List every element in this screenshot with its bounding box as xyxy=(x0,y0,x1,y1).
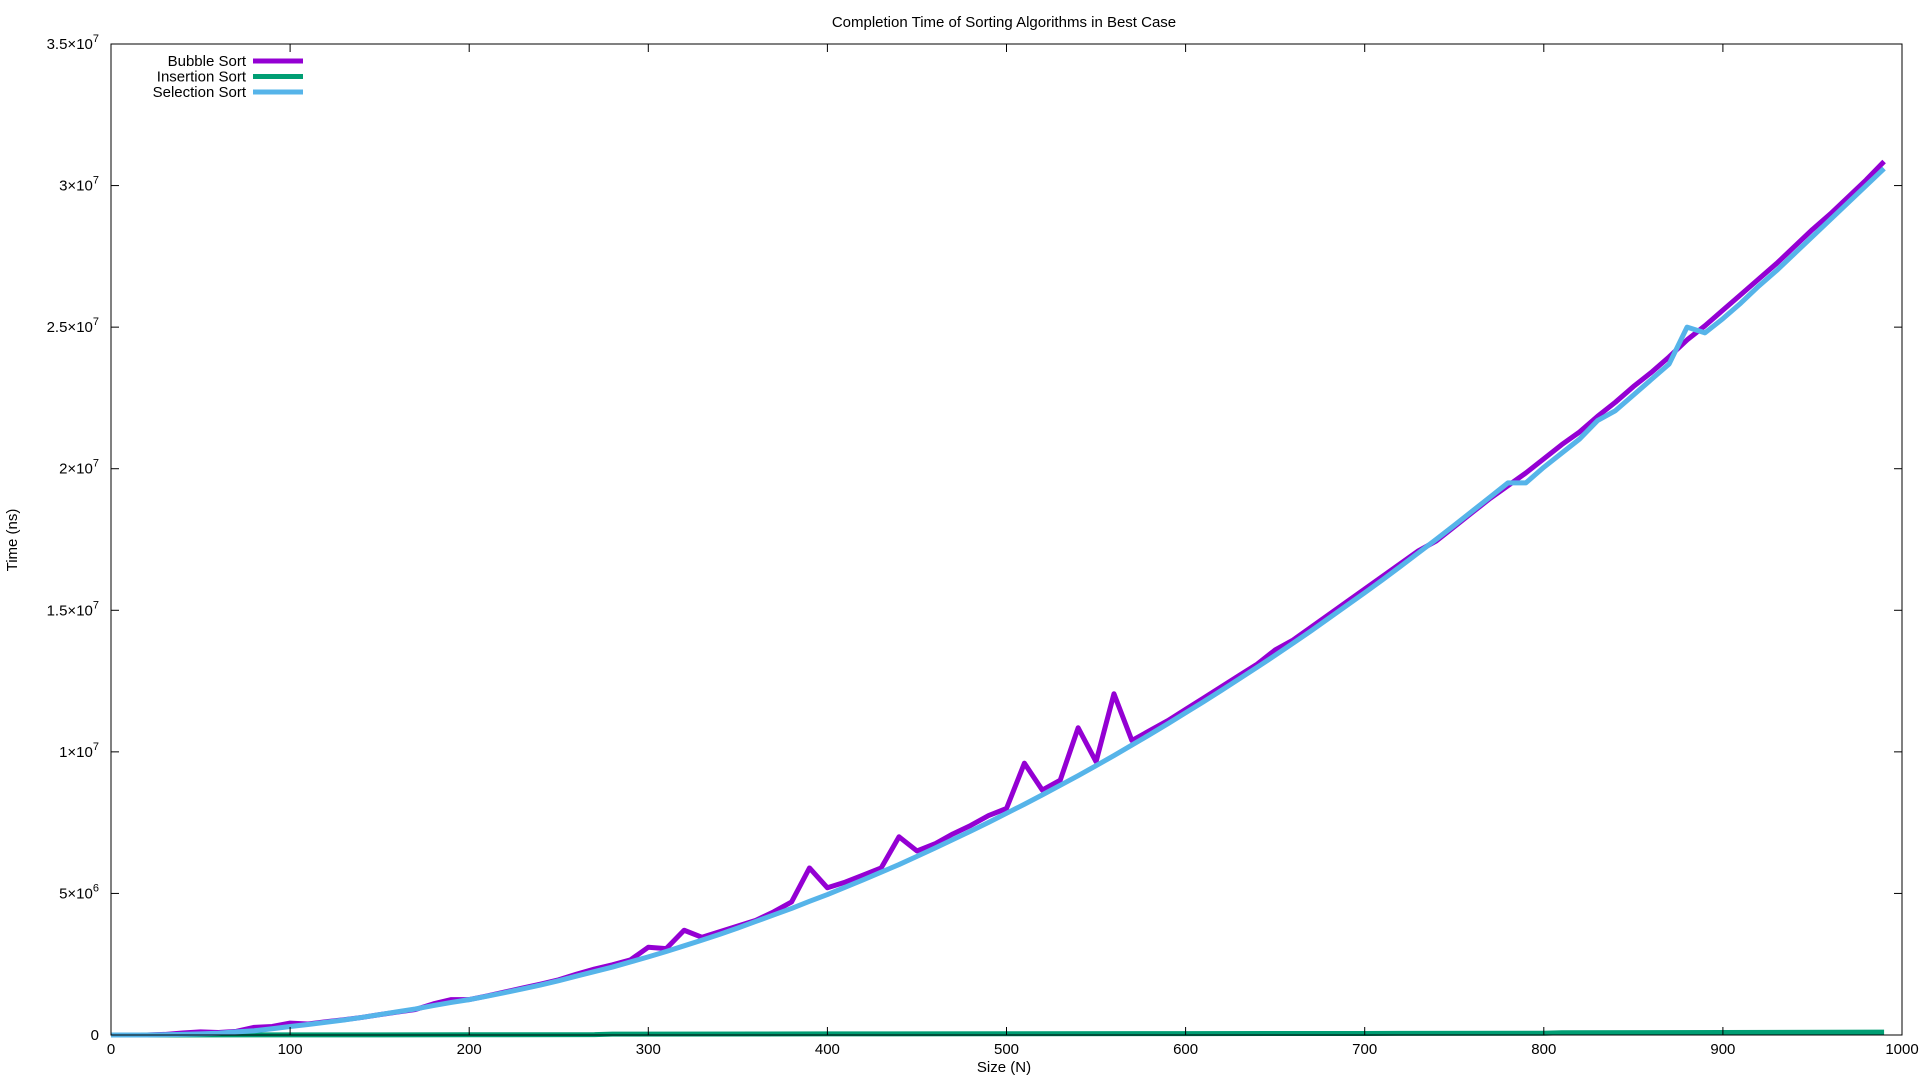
y-tick-label-exponent: 7 xyxy=(93,741,99,753)
y-tick-label-base: 1.5×10 xyxy=(47,602,93,619)
y-tick-label: 3×107 xyxy=(59,175,99,195)
x-tick-label: 400 xyxy=(815,1041,840,1058)
y-tick-label: 2.5×107 xyxy=(47,316,99,336)
y-tick-label-exponent: 7 xyxy=(93,316,99,328)
legend-label-bubble-sort: Bubble Sort xyxy=(168,53,247,70)
x-tick-label: 100 xyxy=(278,1041,303,1058)
y-tick-label-base: 5×10 xyxy=(59,885,93,902)
y-tick-label-exponent: 6 xyxy=(93,882,99,894)
series-line-bubble-sort xyxy=(111,159,1886,1038)
x-tick-label: 200 xyxy=(457,1041,482,1058)
y-tick-label-exponent: 7 xyxy=(93,599,99,611)
y-tick-label-base: 2×10 xyxy=(59,461,93,478)
y-tick-label: 1.5×107 xyxy=(47,599,99,619)
y-tick-label-base: 0 xyxy=(91,1027,99,1044)
y-tick-label-base: 2.5×10 xyxy=(47,319,93,336)
x-tick-label: 700 xyxy=(1352,1041,1377,1058)
x-tick-label: 900 xyxy=(1710,1041,1735,1058)
y-tick-label-base: 3×10 xyxy=(59,178,93,195)
x-tick-label: 500 xyxy=(994,1041,1019,1058)
y-tick-label: 5×106 xyxy=(59,882,99,902)
y-tick-label-exponent: 7 xyxy=(93,175,99,187)
x-axis: 0 100 200 300 400 500 600 700 800 900 1000 xyxy=(107,44,1919,1058)
y-tick-label-base: 1×10 xyxy=(59,744,93,761)
plot-frame xyxy=(110,43,1903,1036)
y-axis-label: Time (ns) xyxy=(4,509,21,572)
x-tick-label: 300 xyxy=(636,1041,661,1058)
legend-label-insertion-sort: Insertion Sort xyxy=(157,69,247,86)
x-tick-label: 800 xyxy=(1531,1041,1556,1058)
x-tick-label: 0 xyxy=(107,1041,115,1058)
y-tick-label: 3.5×107 xyxy=(47,33,99,53)
series-line-selection-sort xyxy=(111,166,1886,1038)
y-axis: 05×1061×1071.5×1072×1072.5×1073×1073.5×1… xyxy=(47,33,1902,1044)
y-tick-label-exponent: 7 xyxy=(93,458,99,470)
x-tick-label: 1000 xyxy=(1885,1041,1918,1058)
y-tick-label-exponent: 7 xyxy=(93,33,99,45)
x-tick-label: 600 xyxy=(1173,1041,1198,1058)
y-tick-label-base: 3.5×10 xyxy=(47,36,93,53)
y-tick-label: 0 xyxy=(91,1027,99,1044)
y-tick-label: 2×107 xyxy=(59,458,99,478)
series-layer xyxy=(110,159,1886,1038)
chart-title: Completion Time of Sorting Algorithms in… xyxy=(832,14,1176,31)
x-axis-label: Size (N) xyxy=(977,1059,1031,1076)
legend-label-selection-sort: Selection Sort xyxy=(153,84,247,101)
y-tick-label: 1×107 xyxy=(59,741,99,761)
